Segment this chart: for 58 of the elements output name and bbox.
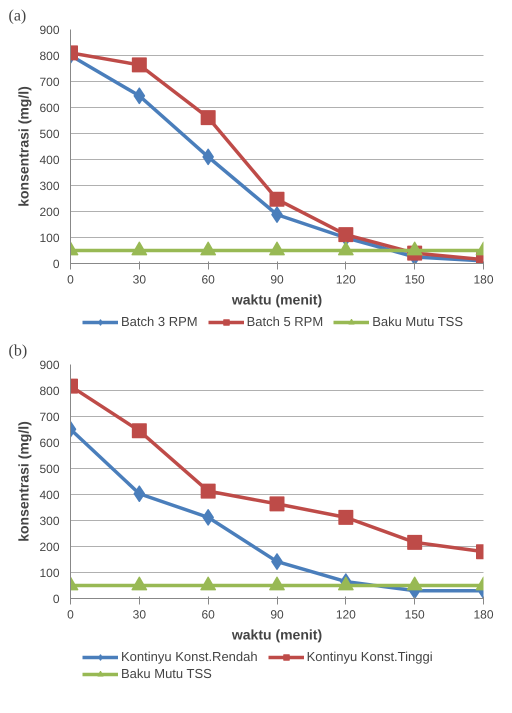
x-tick-label: 150 bbox=[404, 608, 426, 622]
x-tick-label: 30 bbox=[132, 272, 146, 286]
x-axis-title: waktu (menit) bbox=[230, 626, 322, 642]
point bbox=[132, 57, 147, 72]
point bbox=[338, 510, 354, 525]
point bbox=[132, 423, 147, 438]
y-tick-label: 200 bbox=[39, 205, 60, 219]
y-axis-title: konsentrasi (mg/l) bbox=[15, 86, 32, 207]
x-tick-label: 0 bbox=[67, 272, 74, 286]
text: (a) bbox=[8, 8, 26, 24]
text: (b) bbox=[8, 342, 28, 360]
y-tick-label: 100 bbox=[39, 566, 60, 580]
point bbox=[338, 241, 354, 256]
point bbox=[200, 484, 216, 499]
x-axis-title: waktu (menit) bbox=[230, 292, 322, 308]
y-tick-label: 500 bbox=[39, 127, 60, 141]
point bbox=[200, 110, 216, 126]
point bbox=[407, 534, 422, 550]
legend-label: Baku Mutu TSS bbox=[121, 666, 212, 681]
y-tick-label: 800 bbox=[39, 384, 60, 398]
legend-label: Batch 3 RPM bbox=[121, 314, 198, 329]
y-tick-label: 900 bbox=[39, 358, 60, 372]
y-tick-label: 900 bbox=[39, 23, 60, 37]
y-tick-label: 200 bbox=[39, 540, 60, 554]
legend-label: Baku Mutu TSS bbox=[372, 314, 463, 329]
y-tick-label: 100 bbox=[39, 231, 60, 245]
point bbox=[270, 496, 284, 512]
point bbox=[131, 241, 148, 256]
x-tick-label: 180 bbox=[473, 608, 494, 622]
x-tick-label: 0 bbox=[67, 608, 74, 622]
legend-label: Batch 5 RPM bbox=[246, 314, 324, 329]
x-tick-label: 180 bbox=[473, 272, 494, 286]
point bbox=[270, 192, 284, 207]
legend-label: Kontinyu Konst.Tinggi bbox=[306, 649, 433, 664]
y-tick-label: 800 bbox=[39, 49, 60, 63]
x-tick-label: 150 bbox=[404, 272, 426, 286]
y-tick-label: 700 bbox=[39, 410, 60, 424]
x-tick-label: 60 bbox=[201, 608, 216, 622]
x-tick-label: 60 bbox=[201, 272, 216, 286]
y-tick-label: 500 bbox=[39, 462, 60, 476]
x-tick-label: 90 bbox=[270, 608, 284, 622]
y-tick-label: 400 bbox=[39, 153, 60, 167]
y-tick-label: 600 bbox=[39, 101, 60, 115]
point bbox=[200, 241, 216, 256]
legend-label: Kontinyu Konst.Rendah bbox=[121, 649, 258, 664]
x-tick-label: 120 bbox=[336, 608, 356, 622]
y-tick-label: 0 bbox=[52, 592, 60, 606]
x-tick-label: 30 bbox=[132, 608, 146, 622]
y-tick-label: 600 bbox=[39, 436, 60, 450]
y-tick-label: 300 bbox=[39, 179, 60, 193]
y-axis-title: konsentrasi (mg/l) bbox=[15, 421, 32, 542]
y-tick-label: 0 bbox=[52, 257, 60, 271]
y-tick-label: 300 bbox=[39, 514, 60, 528]
y-tick-label: 400 bbox=[39, 488, 60, 502]
y-tick-label: 700 bbox=[39, 75, 60, 89]
point bbox=[269, 241, 285, 256]
x-tick-label: 90 bbox=[270, 272, 284, 286]
x-tick-label: 120 bbox=[336, 272, 356, 286]
